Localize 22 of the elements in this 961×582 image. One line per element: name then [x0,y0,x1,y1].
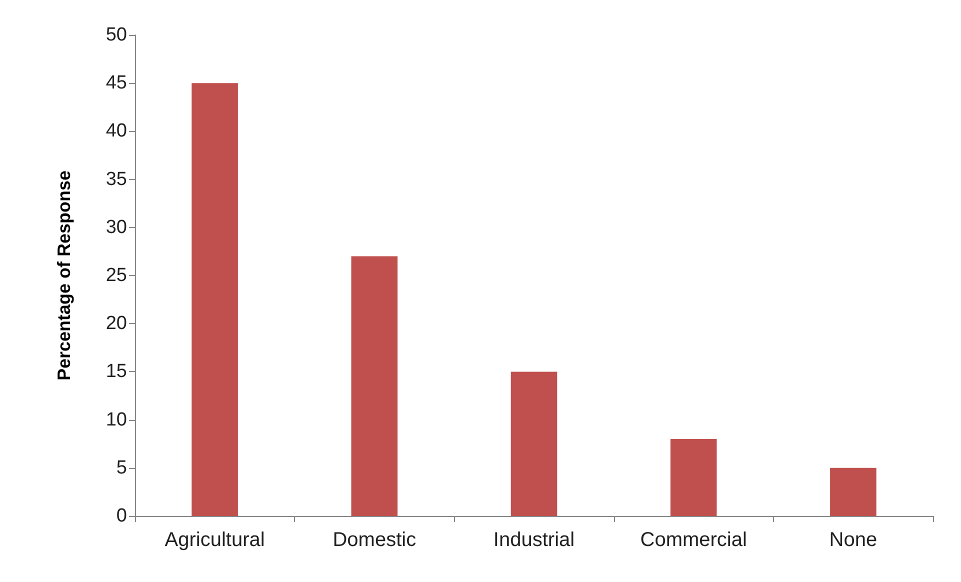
y-tick-label: 5 [116,457,127,478]
y-axis-title: Percentage of Response [54,170,74,381]
y-tick-label: 10 [106,409,127,430]
bar [351,256,398,516]
y-tick-label: 30 [106,216,127,238]
x-tick-label: Commercial [640,529,747,551]
x-tick-label: Agricultural [164,529,265,551]
bar [510,372,558,516]
y-tick-label: 20 [106,313,127,334]
x-tick-label: None [829,529,878,551]
y-tick-label: 25 [106,265,127,286]
bar [830,468,876,516]
x-tick-label: Domestic [332,529,416,551]
bar [192,83,238,516]
x-tick-label: Industrial [493,529,575,551]
y-tick-label: 45 [106,72,127,94]
y-tick-label: 50 [106,24,127,46]
y-tick-label: 0 [116,506,127,526]
bar [670,439,717,516]
y-tick-label: 40 [106,120,127,142]
y-tick-label: 15 [106,361,127,382]
y-tick-label: 35 [106,168,127,190]
